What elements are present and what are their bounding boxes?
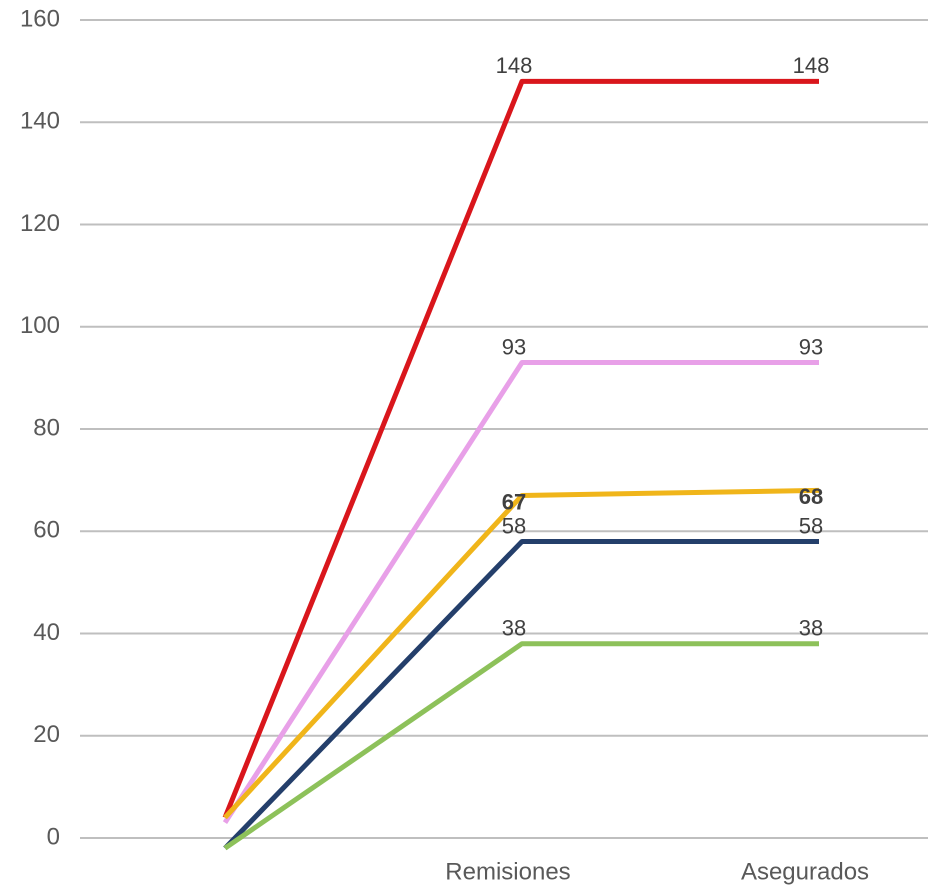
data-label: 38 [502, 616, 526, 641]
y-tick-label: 40 [33, 619, 60, 646]
y-tick-label: 60 [33, 517, 60, 544]
series-line [223, 538, 819, 850]
data-label: 38 [799, 616, 823, 641]
y-tick-label: 20 [33, 721, 60, 748]
y-tick-label: 140 [20, 108, 60, 135]
data-label: 93 [799, 334, 823, 359]
data-label: 58 [799, 513, 823, 538]
series-line [223, 641, 819, 851]
x-tick-label: Remisiones [445, 858, 570, 885]
series-line [222, 78, 819, 819]
x-tick-label: Asegurados [741, 858, 869, 885]
y-tick-label: 120 [20, 210, 60, 237]
series-line [222, 360, 819, 825]
y-tick-label: 160 [20, 5, 60, 32]
data-label: 58 [502, 513, 526, 538]
series-line [223, 487, 820, 820]
data-label: 67 [502, 489, 526, 514]
y-tick-label: 80 [33, 414, 60, 441]
data-label: 68 [799, 484, 823, 509]
data-label: 148 [496, 53, 533, 78]
y-tick-label: 100 [20, 312, 60, 339]
y-tick-label: 0 [47, 823, 60, 850]
data-label: 93 [502, 334, 526, 359]
data-label: 148 [793, 53, 830, 78]
